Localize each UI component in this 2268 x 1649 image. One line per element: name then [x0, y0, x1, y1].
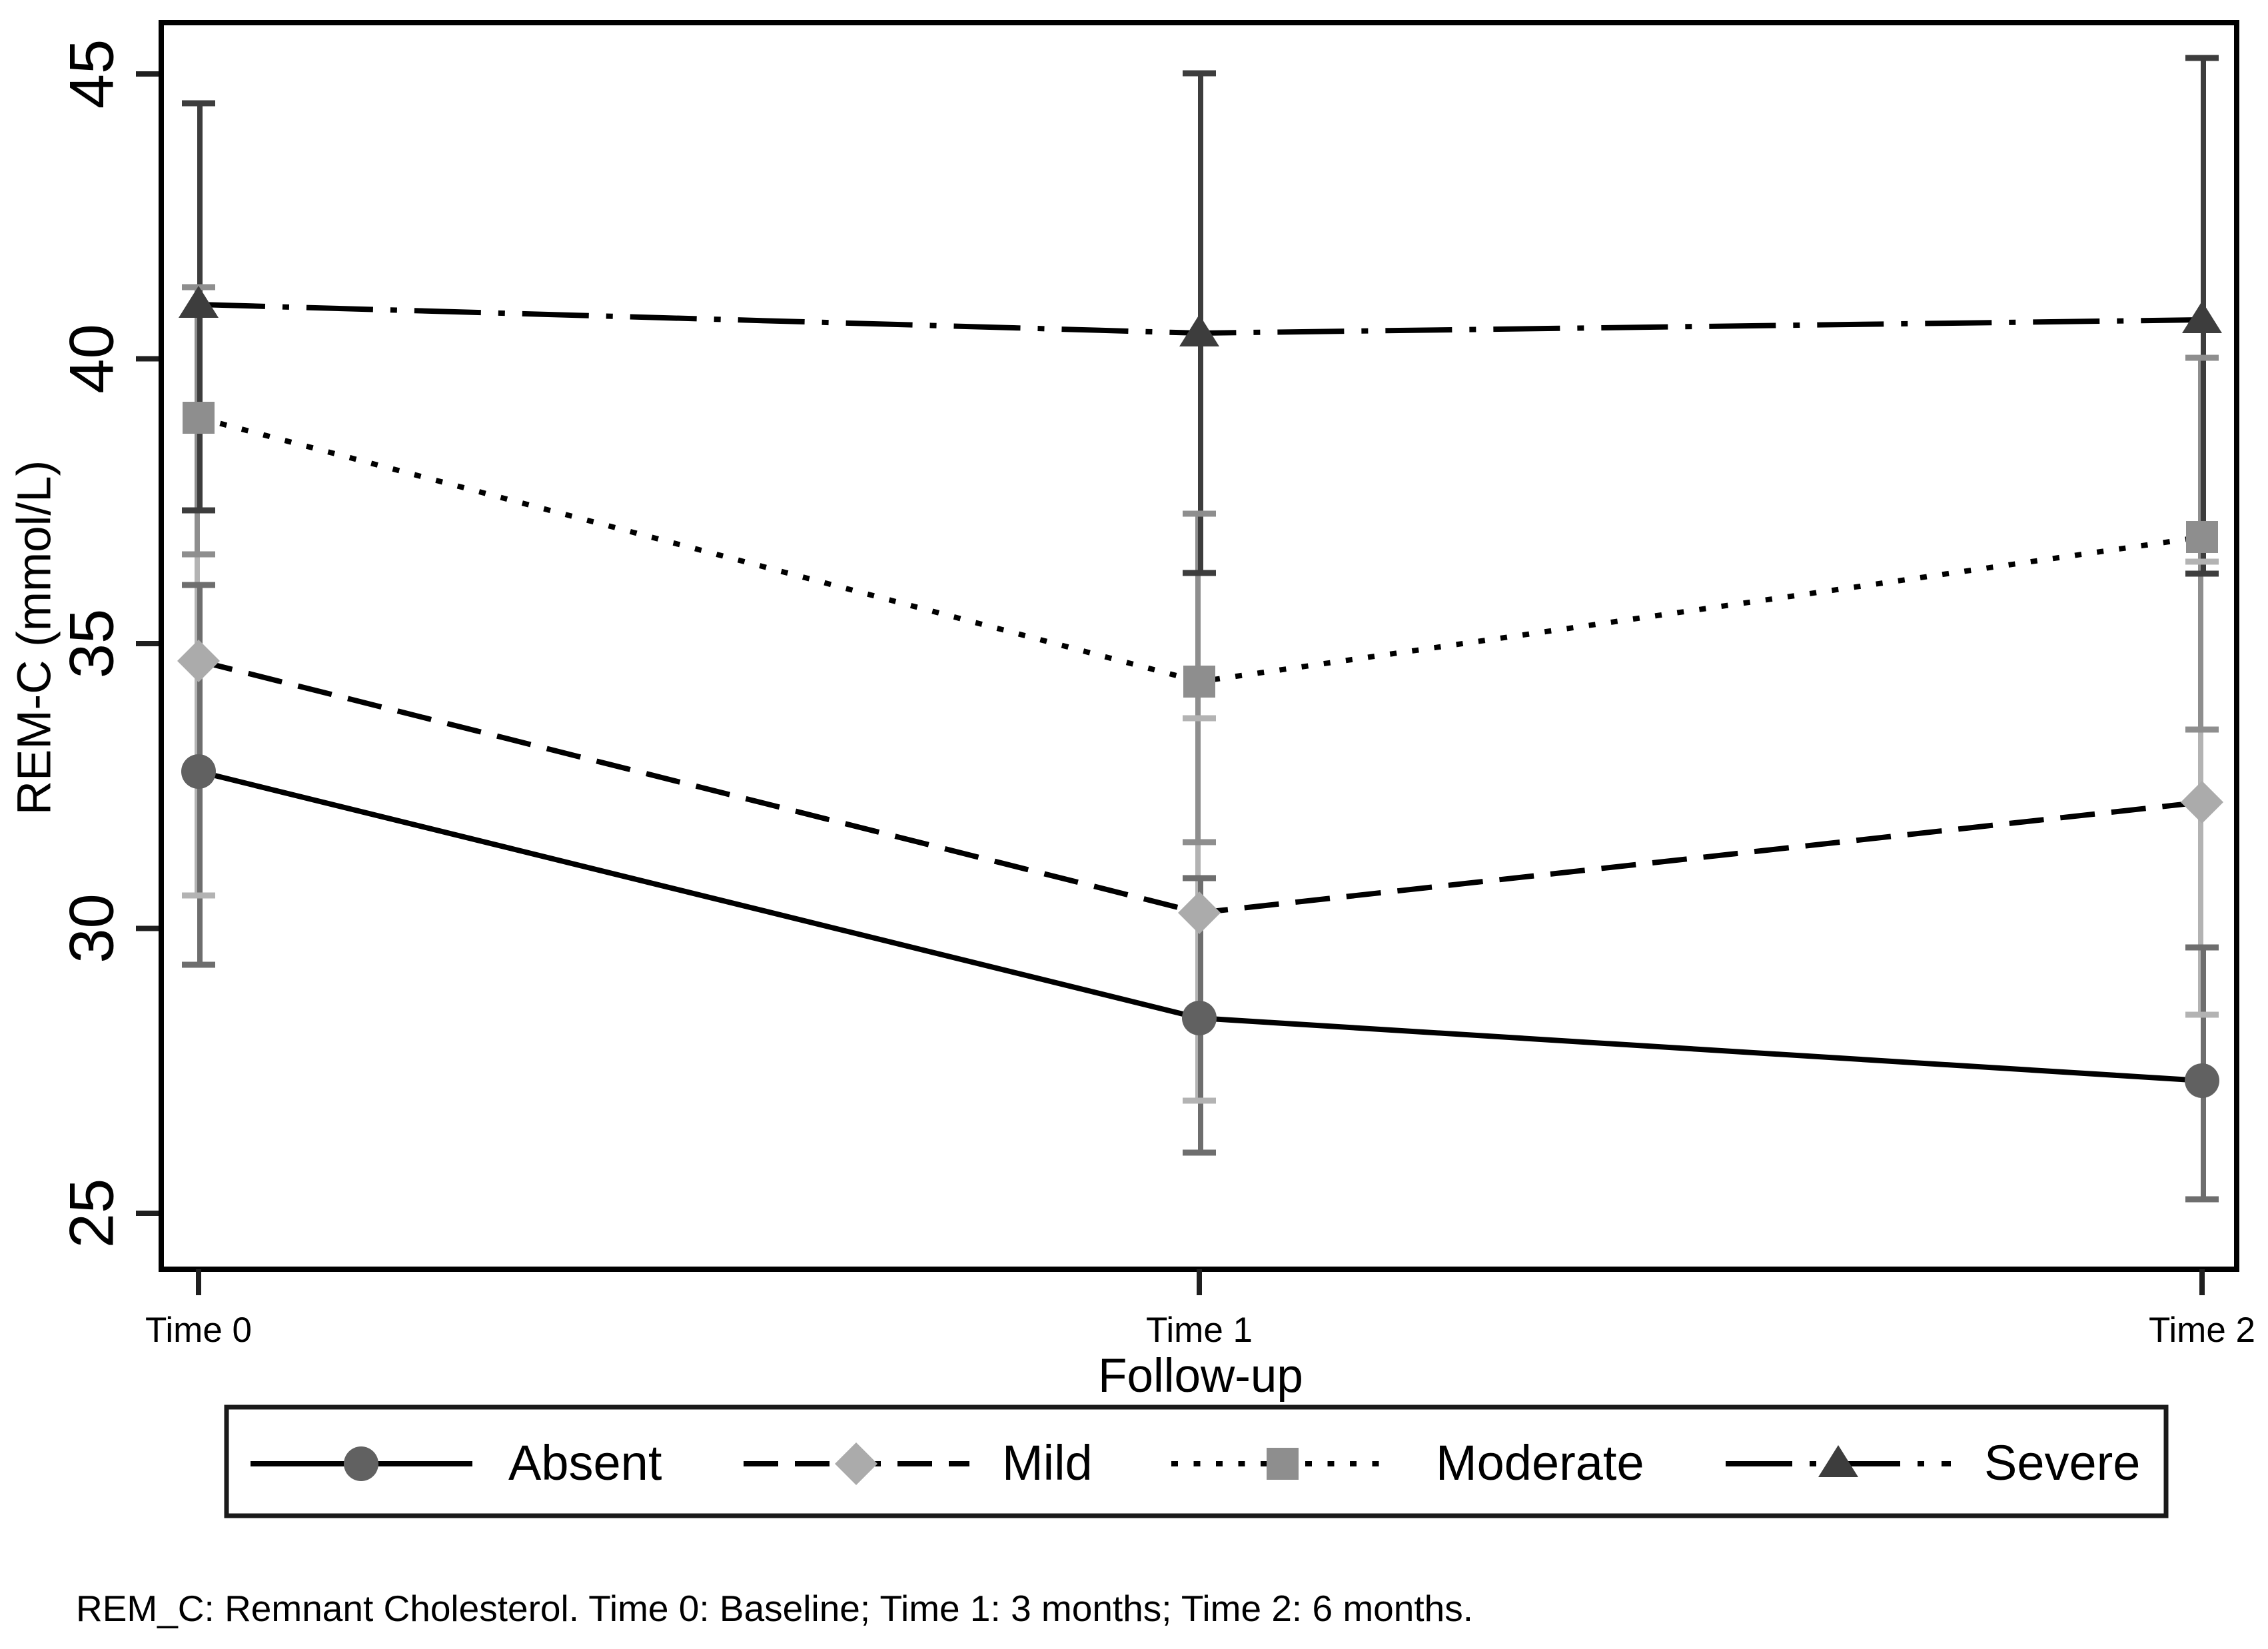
- svg-text:Time 0: Time 0: [145, 1311, 252, 1350]
- svg-text:40: 40: [57, 324, 127, 394]
- svg-text:Mild: Mild: [1002, 1435, 1093, 1490]
- svg-text:35: 35: [57, 609, 127, 679]
- svg-text:25: 25: [57, 1179, 127, 1249]
- svg-text:Severe: Severe: [1984, 1435, 2140, 1490]
- svg-text:Follow-up: Follow-up: [1098, 1350, 1303, 1402]
- svg-text:REM_C: Remnant Cholesterol. Ti: REM_C: Remnant Cholesterol. Time 0: Base…: [76, 1588, 1473, 1629]
- svg-text:REM-C (mmol/L): REM-C (mmol/L): [9, 460, 61, 815]
- svg-text:Time 1: Time 1: [1146, 1311, 1253, 1350]
- svg-text:Absent: Absent: [508, 1435, 662, 1490]
- svg-text:30: 30: [57, 893, 127, 963]
- svg-text:Time 2: Time 2: [2149, 1311, 2255, 1350]
- svg-text:Moderate: Moderate: [1436, 1435, 1644, 1490]
- svg-text:45: 45: [57, 39, 127, 109]
